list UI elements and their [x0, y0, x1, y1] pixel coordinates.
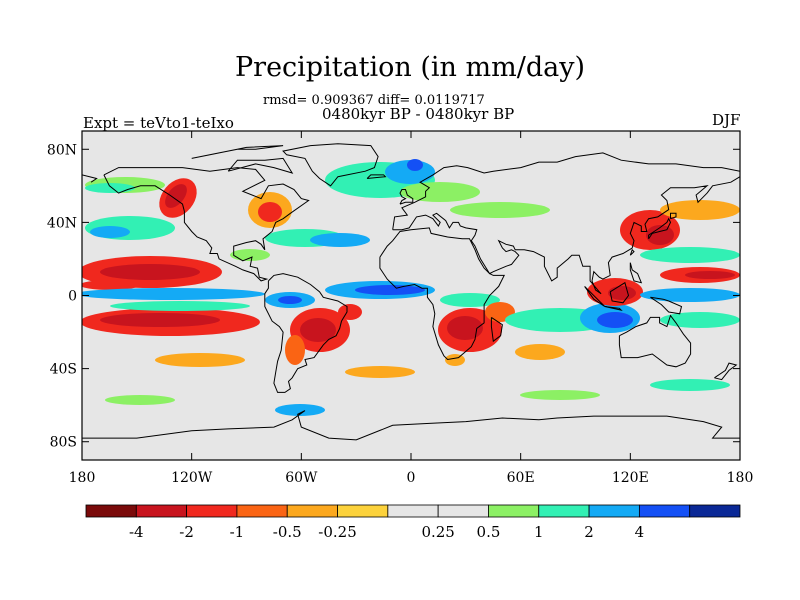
- x-tick-label: 120W: [171, 470, 213, 486]
- y-tick-label: 40N: [47, 215, 77, 231]
- colorbar-box: [135, 504, 188, 518]
- colorbar-box: [488, 504, 540, 518]
- colorbar-box: [387, 504, 439, 518]
- north-atlantic-wet: [325, 159, 550, 218]
- coastline-segment: [670, 212, 677, 220]
- season-label: DJF: [712, 111, 741, 129]
- coastline-segment: [227, 157, 294, 174]
- period-subtitle: 0480kyr BP - 0480kyr BP: [322, 105, 515, 123]
- x-tick-label: 60W: [285, 470, 318, 486]
- coastline-segment: [191, 145, 284, 159]
- coastline-segment: [82, 174, 98, 183]
- coastline-segment: [82, 410, 740, 441]
- colorbar-box: [588, 504, 640, 518]
- axis-ticks: 80N 40N 0 40S 80S 180 120W 60W 0 60E 120E 180: [47, 131, 753, 486]
- coastline-segment: [379, 227, 506, 361]
- colorbar-box: [638, 504, 691, 518]
- colorbar-label: 0.25: [421, 523, 454, 541]
- coastline-segment: [366, 174, 387, 179]
- colorbar-label: -0.5: [273, 523, 302, 541]
- colorbar-box: [337, 504, 389, 518]
- colorbar-box: [689, 504, 741, 518]
- coastline-segment: [392, 176, 740, 295]
- colorbar-box: [85, 504, 137, 518]
- coastline-segment: [714, 362, 738, 381]
- anomaly-field: [82, 159, 740, 416]
- west-pacific-wet: [640, 247, 740, 328]
- southern-ocean-patches: [105, 344, 730, 416]
- coastline-segment: [282, 143, 379, 187]
- y-tick-label: 80S: [50, 435, 77, 451]
- chart-title: Precipitation (in mm/day): [235, 52, 585, 83]
- colorbar-label: -0.25: [318, 523, 356, 541]
- north-america-east: [230, 192, 370, 261]
- colorbar-box: [538, 504, 590, 518]
- stats-text: rmsd= 0.909367 diff= 0.0119717: [263, 93, 485, 108]
- colorbar-label: 2: [584, 523, 594, 541]
- colorbar-label: -2: [179, 523, 194, 541]
- coastline-segment: [618, 314, 692, 368]
- coastline-segment: [609, 281, 630, 304]
- y-tick-label: 40S: [50, 362, 77, 378]
- colorbar-box: [236, 504, 288, 518]
- north-pacific-wet: [85, 177, 175, 240]
- coastline-segment: [629, 248, 635, 256]
- x-tick-label: 180: [69, 470, 96, 486]
- colorbar-label: 4: [635, 523, 645, 541]
- coastline-segment: [264, 273, 348, 393]
- coastline-segment: [629, 262, 643, 284]
- colorbar: -4 -2 -1 -0.5 -0.25 0.25 0.5 1 2 4: [85, 504, 741, 541]
- experiment-label: Expt = teVto1-teIxo: [83, 114, 234, 132]
- colorbar-label: 1: [534, 523, 544, 541]
- x-tick-label: 0: [407, 470, 416, 486]
- pacific-dry-band-north: [82, 256, 222, 290]
- x-tick-label: 60E: [507, 470, 535, 486]
- colorbar-box: [286, 504, 338, 518]
- pacific-dry-band-south: [82, 308, 260, 336]
- y-tick-label: 80N: [47, 142, 77, 158]
- colorbar-box: [437, 504, 489, 518]
- pacific-wet-band: [82, 288, 265, 311]
- maritime-continent-dry: [587, 278, 643, 306]
- north-america-west-dry: [159, 178, 197, 218]
- coastline-segment: [490, 316, 503, 343]
- colorbar-label: -1: [230, 523, 245, 541]
- colorbar-label: 0.5: [477, 523, 501, 541]
- coastline-segment: [103, 167, 310, 282]
- coastline-segment: [392, 152, 740, 230]
- y-tick-label: 0: [68, 289, 77, 305]
- east-asia-pacific-dry: [620, 200, 740, 283]
- coastline-segment: [648, 217, 672, 240]
- coastline-segment: [399, 189, 414, 205]
- coastline-segment: [650, 296, 683, 315]
- colorbar-label: -4: [129, 523, 144, 541]
- x-tick-label: 120E: [612, 470, 649, 486]
- colorbar-box: [186, 504, 238, 518]
- coastlines: [82, 143, 740, 441]
- coastline-segment: [604, 306, 623, 311]
- x-tick-label: 180: [727, 470, 754, 486]
- indian-ocean-wet: [505, 303, 640, 333]
